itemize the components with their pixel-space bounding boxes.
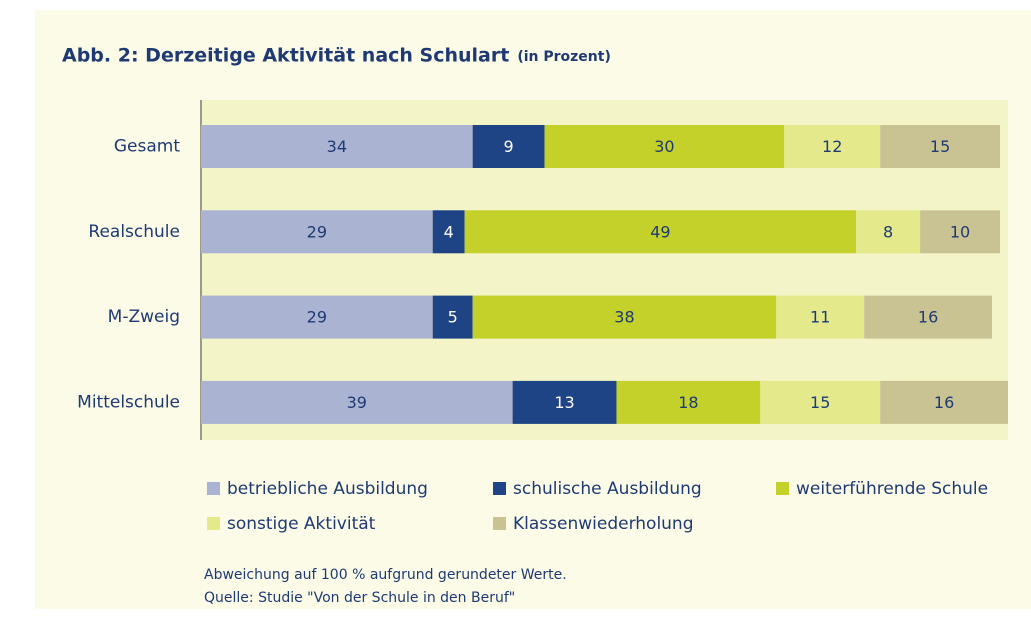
bar-segment (472, 125, 545, 168)
legend-swatch (493, 517, 506, 530)
data-label: 18 (678, 393, 698, 412)
bar-segment (201, 380, 513, 424)
chart-title: Abb. 2: Derzeitige Aktivität nach Schula… (62, 45, 509, 67)
data-label: 16 (918, 308, 938, 327)
category-label: Mittelschule (77, 392, 180, 412)
data-label: 29 (307, 222, 327, 241)
data-label: 9 (504, 137, 514, 156)
data-label: 16 (934, 393, 954, 412)
data-label: 38 (614, 308, 634, 327)
legend-label: weiterführende Schule (796, 479, 988, 499)
legend-swatch (207, 517, 220, 530)
data-label: 12 (822, 137, 842, 156)
legend-label: sonstige Aktivität (227, 514, 376, 534)
bar-segment (864, 295, 993, 339)
bar-segment (920, 210, 1001, 254)
bar-segment (776, 295, 865, 339)
bar-segment (472, 295, 777, 339)
note: Abweichung auf 100 % aufgrund gerundeter… (204, 567, 567, 583)
legend-label: Klassenwiederholung (513, 514, 694, 534)
data-label: 30 (654, 137, 674, 156)
bar-segment (201, 125, 473, 168)
bar-segment (784, 125, 881, 168)
data-label: 39 (347, 393, 367, 412)
data-label: 34 (327, 137, 347, 156)
data-label: 10 (950, 222, 970, 241)
bar-segment (201, 210, 433, 254)
data-label: 15 (930, 137, 950, 156)
bar-segment (544, 125, 785, 168)
data-label: 8 (883, 222, 893, 241)
bar-segment (760, 380, 881, 424)
category-label: Gesamt (114, 137, 180, 157)
bar-segment (464, 210, 857, 254)
bar-segment (880, 125, 1001, 168)
legend-swatch (207, 482, 220, 495)
category-label: M-Zweig (108, 307, 180, 327)
bar-segment (512, 380, 617, 424)
data-label: 29 (307, 308, 327, 327)
data-label: 4 (444, 222, 454, 241)
chart-subtitle: (in Prozent) (517, 49, 611, 65)
legend-label: betriebliche Ausbildung (227, 479, 428, 499)
note: Quelle: Studie "Von der Schule in den Be… (204, 590, 515, 606)
data-label: 15 (810, 393, 830, 412)
legend-label: schulische Ausbildung (513, 479, 702, 499)
category-label: Realschule (88, 222, 180, 242)
data-label: 5 (448, 308, 458, 327)
legend-swatch (776, 482, 789, 495)
bar-segment (880, 380, 1008, 424)
bar-segment (432, 210, 465, 254)
legend-swatch (493, 482, 506, 495)
bar-segment (201, 295, 433, 339)
bar-segment (856, 210, 921, 254)
bar-segment (432, 295, 473, 339)
data-label: 13 (554, 393, 574, 412)
data-label: 11 (810, 308, 830, 327)
bar-segment (616, 380, 761, 424)
data-label: 49 (650, 222, 670, 241)
